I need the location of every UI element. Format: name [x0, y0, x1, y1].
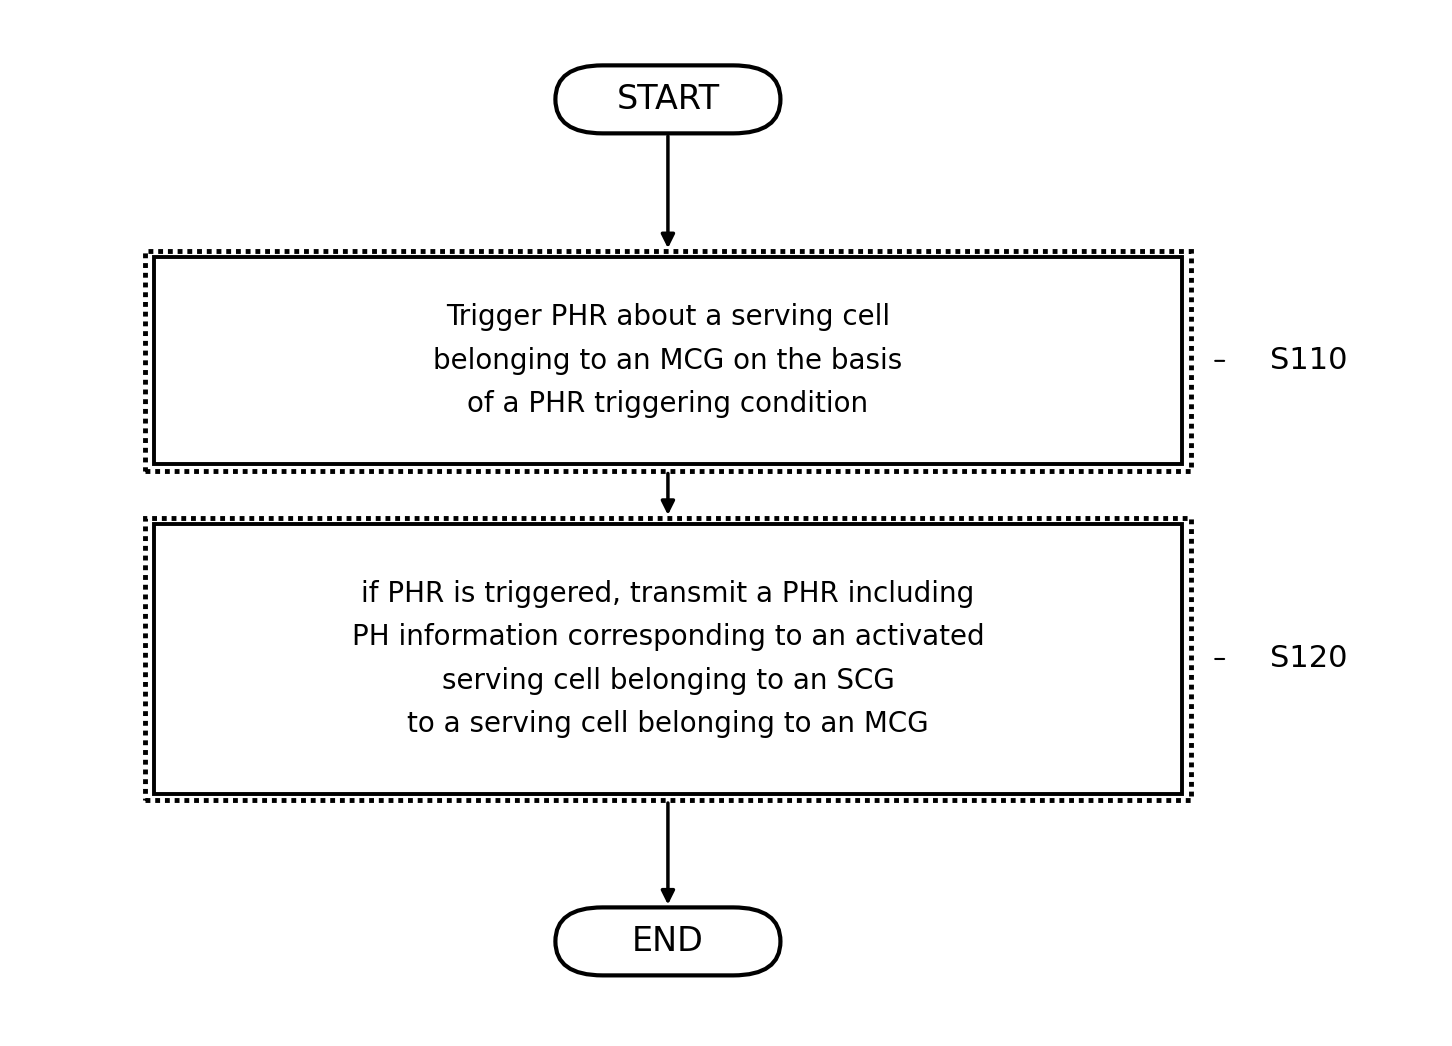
Bar: [154, 524, 1182, 794]
FancyBboxPatch shape: [555, 907, 781, 975]
Bar: [145, 251, 1191, 471]
Text: if PHR is triggered, transmit a PHR including
PH information corresponding to an: if PHR is triggered, transmit a PHR incl…: [351, 579, 984, 738]
Text: END: END: [632, 925, 704, 958]
Bar: [154, 257, 1182, 464]
Text: Trigger PHR about a serving cell
belonging to an MCG on the basis
of a PHR trigg: Trigger PHR about a serving cell belongi…: [433, 303, 903, 418]
Text: S120: S120: [1270, 644, 1347, 674]
Bar: [145, 518, 1191, 800]
FancyBboxPatch shape: [555, 65, 781, 133]
Text: S110: S110: [1270, 346, 1347, 376]
Text: START: START: [616, 83, 720, 116]
